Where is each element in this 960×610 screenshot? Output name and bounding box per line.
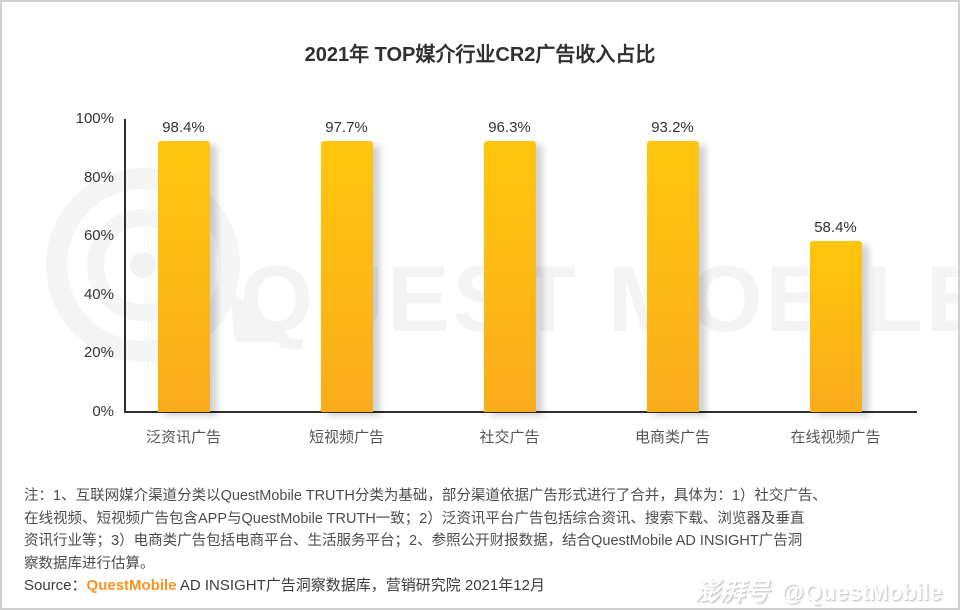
footnote-line: 资讯行业等；3）电商类广告包括电商平台、生活服务平台；2、参照公开财报数据，结合… [24, 533, 803, 549]
bar-value-label: 97.7% [325, 119, 368, 136]
bar [157, 141, 210, 412]
bar [320, 141, 373, 412]
x-axis-label: 泛资讯广告 [145, 429, 221, 446]
footnote-line: 察数据库进行估算。 [24, 555, 155, 572]
bar-column: 93.2% [591, 119, 754, 412]
pengpai-badge: 澎湃号 [694, 578, 770, 606]
source-line: Source：QuestMobile AD INSIGHT广告洞察数据库，营销研… [24, 574, 545, 595]
source-rest: AD INSIGHT广告洞察数据库，营销研究院 2021年12月 [176, 577, 545, 594]
footnote-line: 注：1、互联网媒介渠道分类以QuestMobile TRUTH分类为基础，部分渠… [24, 488, 827, 504]
x-axis-label: 短视频广告 [308, 429, 384, 446]
publisher-watermark: 澎湃号 @QuestMobile [695, 572, 942, 608]
bar [483, 141, 536, 412]
chart-title: 2021年 TOP媒介行业CR2广告收入占比 [304, 44, 656, 66]
questmobile-handle: @QuestMobile [781, 579, 942, 605]
bar-column: 98.4% [102, 119, 265, 412]
bar-column: 97.7% [265, 119, 428, 412]
bars-container: 98.4% 97.7% 96.3% 93.2% 58.4% [102, 119, 917, 412]
y-tick-label: 100% [75, 110, 114, 127]
source-brand: QuestMobile [86, 577, 177, 594]
bar-column: 96.3% [428, 119, 591, 412]
bar-value-label: 96.3% [488, 119, 531, 136]
x-axis-label: 电商类广告 [634, 429, 710, 446]
footnote-line: 在线视频、短视频广告包含APP与QuestMobile TRUTH一致；2）泛资… [24, 510, 805, 527]
y-axis-line [124, 119, 126, 412]
x-axis-label: 在线视频广告 [790, 429, 881, 446]
bar-value-label: 98.4% [162, 119, 205, 136]
bar-column: 58.4% [754, 119, 917, 412]
source-prefix: Source： [24, 577, 87, 594]
x-axis-label: 社交广告 [479, 429, 540, 446]
bar [646, 141, 699, 412]
bar-value-label: 58.4% [814, 218, 857, 236]
x-axis-labels: 泛资讯广告 短视频广告 社交广告 电商类广告 在线视频广告 [102, 426, 917, 447]
bar [809, 240, 862, 412]
bar-value-label: 93.2% [651, 119, 694, 136]
y-tick-label: 0% [92, 403, 114, 420]
footnote: 注：1、互联网媒介渠道分类以QuestMobile TRUTH分类为基础，部分渠… [24, 485, 942, 575]
